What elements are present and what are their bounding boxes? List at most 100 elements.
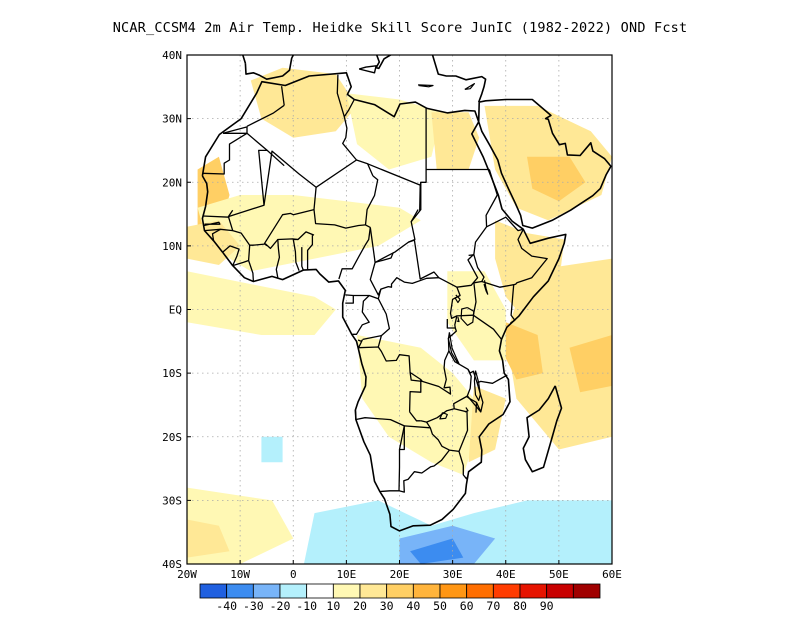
country-border — [246, 104, 285, 127]
y-tick-label: 20S — [162, 431, 182, 444]
shade-arabia-hot — [527, 156, 586, 202]
country-border — [222, 245, 240, 266]
lake-outline — [447, 332, 460, 365]
colorbar-swatch — [412, 583, 441, 599]
country-border — [301, 247, 304, 271]
shade-indian-ocean-hot — [500, 322, 543, 380]
map-title: NCAR_CCSM4 2m Air Temp. Heidke Skill Sco… — [112, 20, 688, 36]
country-border — [377, 298, 391, 348]
colorbar-label: -30 — [243, 599, 264, 613]
y-tick-label: 30N — [162, 113, 182, 126]
country-border — [475, 402, 478, 413]
country-border — [466, 369, 484, 413]
shade-east-africa-warm — [447, 271, 506, 361]
country-border — [358, 346, 452, 395]
country-border — [202, 215, 230, 218]
cyprus-coastline — [464, 82, 475, 90]
country-border — [357, 339, 363, 348]
y-tick-label: 10N — [162, 240, 182, 253]
country-border — [410, 209, 419, 223]
country-border — [292, 238, 300, 271]
country-border — [398, 449, 450, 493]
country-border — [472, 280, 503, 340]
y-tick-label: 40N — [162, 49, 182, 62]
country-border — [211, 228, 221, 241]
shade-southwest-ocean-warm2 — [187, 519, 230, 558]
y-tick-label: 10S — [162, 367, 182, 380]
country-border — [408, 169, 498, 288]
country-border — [266, 149, 285, 167]
shade-guinea-warm — [187, 220, 241, 265]
country-border — [369, 262, 382, 296]
country-border — [362, 334, 382, 341]
colorbar-swatch — [279, 583, 308, 599]
shade-indian-ocean-warm — [505, 258, 612, 450]
iberia-coastline — [242, 55, 295, 80]
colorbar-swatch — [332, 583, 361, 599]
country-border — [468, 229, 548, 288]
country-border — [336, 74, 357, 161]
shade-east-ocean-hot — [569, 335, 612, 393]
colorbar-label: 20 — [353, 599, 367, 613]
colorbar-swatch — [252, 583, 281, 599]
shade-southern-ocean-cold — [410, 538, 464, 564]
country-border — [409, 411, 421, 422]
colorbar-swatch — [439, 583, 468, 599]
colorbar-label: 90 — [540, 599, 554, 613]
lake-outline — [464, 407, 469, 413]
country-border — [364, 175, 379, 228]
colorbar-label: 40 — [406, 599, 420, 613]
x-tick-label: 30E — [443, 568, 463, 581]
lake-outline — [456, 316, 460, 323]
country-border — [315, 159, 374, 188]
sicily-coastline — [358, 65, 377, 74]
colorbar-label: 10 — [326, 599, 340, 613]
lake-outline — [483, 280, 489, 295]
shade-egypt-warm — [431, 112, 480, 170]
country-border — [458, 451, 469, 480]
turkey-coastline — [431, 55, 487, 103]
country-border — [263, 150, 317, 247]
colorbar-label: 70 — [486, 599, 500, 613]
colorbar-label: -40 — [216, 599, 237, 613]
country-border — [354, 409, 357, 420]
shade-sahara-west-warm — [250, 67, 357, 138]
country-border — [203, 221, 221, 227]
coastlines-and-borders — [201, 55, 612, 532]
colorbar-swatch — [386, 583, 414, 599]
country-border — [374, 252, 394, 264]
x-tick-label: 10W — [230, 568, 250, 581]
country-border — [404, 425, 431, 429]
shade-gulf-guinea — [187, 271, 336, 335]
africa-coastline — [201, 72, 567, 532]
madagascar-coastline — [522, 385, 563, 473]
colorbar-label: -20 — [270, 599, 291, 613]
country-border — [345, 294, 354, 297]
colorbar-label: 60 — [460, 599, 474, 613]
country-border — [343, 99, 355, 118]
lake-outline — [473, 370, 481, 402]
colorbar-label: 80 — [513, 599, 527, 613]
country-border — [408, 379, 422, 412]
colorbar-swatch — [492, 583, 521, 599]
crete-coastline — [418, 84, 434, 88]
colorbar-label: -10 — [296, 599, 317, 613]
arabia-coastline — [477, 98, 612, 229]
country-border — [352, 277, 439, 335]
x-tick-label: 0 — [290, 568, 297, 581]
country-border — [313, 209, 366, 229]
country-border — [222, 126, 248, 134]
country-border — [227, 132, 268, 218]
x-tick-label: 10E — [336, 568, 356, 581]
colorbar-swatch — [546, 583, 574, 599]
country-border — [419, 182, 422, 211]
country-border — [202, 132, 248, 175]
country-border — [510, 284, 516, 324]
colorbar-swatch — [519, 583, 548, 599]
colorbar-swatch — [359, 583, 388, 599]
italy-coastline — [375, 55, 393, 70]
shade-south-central-warm — [357, 335, 485, 475]
skill-score-field — [187, 67, 612, 564]
